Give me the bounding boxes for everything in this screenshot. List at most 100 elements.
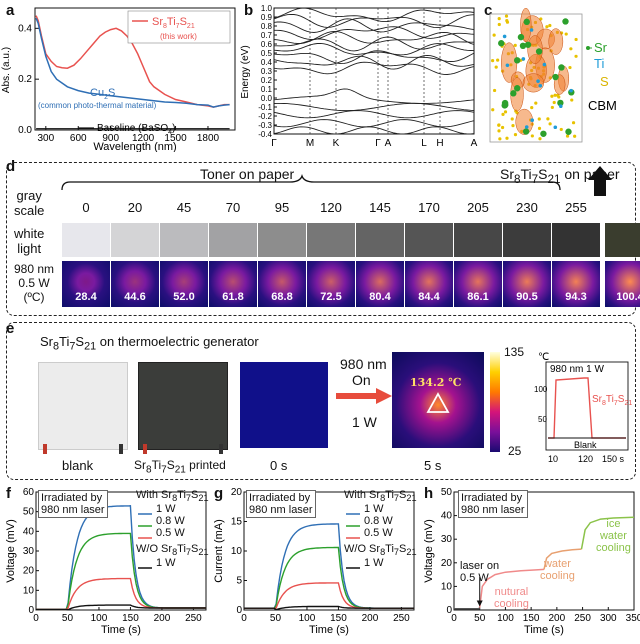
- panel-f-ytick: 0: [28, 605, 34, 616]
- panel-label-c: c: [484, 2, 493, 19]
- band-line: [273, 54, 475, 70]
- white-light-tile: [111, 223, 159, 257]
- a-xtick: 300: [37, 133, 54, 144]
- a-ytick: 0.0: [18, 125, 32, 136]
- panel-g-xtick: 150: [330, 613, 347, 624]
- panel-h-xtick: 300: [600, 613, 617, 624]
- legend-sr-label: Sr8Ti7S21: [152, 16, 195, 30]
- sr-white-light-tile: [605, 223, 640, 257]
- panel-h-water: water cooling: [540, 558, 575, 582]
- b-ytick: 0.1: [261, 85, 273, 94]
- ir-tile: 61.8: [209, 261, 257, 307]
- panel-g-legend-05w: 0.5 W: [364, 527, 393, 539]
- a-xtick: 1200: [132, 133, 155, 144]
- b-ytick: 0.7: [261, 31, 273, 40]
- panel-label-h: h: [424, 485, 434, 502]
- b-ytick: 0.9: [261, 13, 273, 22]
- panel-h-segment-line: [454, 607, 481, 610]
- white-light-tile: [454, 223, 502, 257]
- band-line: [273, 30, 475, 45]
- panel-h-ylabel: Voltage (mV): [423, 519, 435, 583]
- colorbar-min: 25: [508, 444, 522, 458]
- band-line: [273, 102, 475, 112]
- b-xtick: Γ: [271, 138, 277, 149]
- gray-value-255: 255: [565, 200, 587, 215]
- panel-f-xtick: 0: [33, 613, 39, 624]
- panel-g-legend-wo-1w: 1 W: [364, 557, 384, 569]
- ir-temp-value: 86.1: [467, 291, 489, 303]
- gray-value-20: 20: [127, 200, 143, 215]
- b-ytick: -0.4: [258, 130, 272, 139]
- b-xtick: K: [333, 138, 340, 149]
- band-line: [274, 36, 474, 52]
- panel-f-xtick: 150: [122, 613, 139, 624]
- panel-h-xtick: 200: [549, 613, 566, 624]
- panel-g-ytick: 15: [231, 517, 243, 528]
- band-line: [274, 26, 475, 40]
- b-xtick: H: [436, 138, 443, 149]
- panel-g-ytick: 20: [231, 487, 243, 498]
- ir-temp-value: 61.8: [222, 291, 244, 303]
- inset-xtick-150: 150 s: [602, 454, 625, 464]
- panel-d-sr-label: Sr8Ti7S21 on paper: [500, 166, 620, 186]
- panel-f-series-line: [36, 604, 206, 611]
- panel-h-frame: [453, 491, 635, 611]
- panel-h-nutural: nutural cooling: [494, 586, 529, 610]
- panel-h-xtick: 100: [497, 613, 514, 624]
- panel-f-ylabel: Voltage (mV): [5, 519, 17, 583]
- panel-f-ytick: 10: [23, 585, 35, 596]
- a-xtick: 1800: [197, 133, 220, 144]
- panel-a-xlabel: Wavelength (nm): [93, 141, 176, 152]
- colorbar-max: 135: [504, 345, 525, 359]
- gray-value-70: 70: [225, 200, 241, 215]
- panel-label-g: g: [214, 485, 224, 502]
- panel-label-a: a: [6, 2, 15, 19]
- teg-blank-caption: blank: [62, 458, 94, 473]
- b-ytick: 1.0: [261, 4, 273, 13]
- panel-g-series-line: [244, 605, 414, 611]
- panel-h-ytick: 30: [441, 534, 453, 545]
- legend-s-atom: S: [600, 74, 609, 89]
- panel-h-ytick: 10: [441, 581, 453, 592]
- white-light-tile: [405, 223, 453, 257]
- panel-a-chart: 0.0 0.2 0.4 300 600 900 1200 1500 1800 Sr8Ti7S2…: [1, 7, 236, 152]
- panel-a-ylabel: Abs. (a.u.): [1, 47, 12, 93]
- legend-sr-note: (this work): [160, 32, 197, 41]
- colorbar: [490, 352, 500, 452]
- band-line: [273, 50, 475, 65]
- panel-e-box: [6, 322, 636, 480]
- ir-temp-value: 72.5: [320, 291, 342, 303]
- panel-h-segment-line: [478, 568, 545, 608]
- panel-f-ytick: 40: [23, 526, 35, 537]
- cu2s-note: (common photo-thermal material): [38, 101, 157, 110]
- ir-time-0s: 0 s: [270, 458, 288, 473]
- panel-f-legend-1w: 1 W: [156, 503, 176, 515]
- ir-tile: 94.3: [552, 261, 600, 307]
- b-ytick: 0.0: [261, 94, 273, 103]
- inset-ytick-100: 100: [534, 385, 548, 394]
- teg-printed-caption: Sr8Ti7S21 printed: [134, 458, 226, 476]
- panel-h-xtick: 0: [451, 613, 457, 624]
- panel-label-f: f: [6, 485, 11, 502]
- inset-blank-label: Blank: [574, 440, 597, 450]
- b-ytick: 0.4: [261, 58, 273, 67]
- panel-h-segment-line: [580, 516, 635, 550]
- gray-value-120: 120: [320, 200, 342, 215]
- panel-h-xtick: 150: [523, 613, 540, 624]
- panel-h-xlabel: Time (s): [524, 624, 564, 636]
- legend-ti-atom: Ti: [594, 56, 604, 71]
- white-light-label: white light: [14, 226, 45, 256]
- a-ytick: 0.4: [18, 23, 32, 34]
- panel-f-irradiated: Irradiated by 980 nm laser: [38, 490, 108, 518]
- inset-xtick-10: 10: [548, 454, 558, 464]
- gray-value-145: 145: [369, 200, 391, 215]
- inset-sr-line: [548, 377, 626, 439]
- panel-h-ice: ice water cooling: [596, 518, 631, 554]
- panel-g-wo-label: W/O Sr8Ti7S21: [344, 543, 417, 558]
- arrow-label-power: 1 W: [352, 414, 377, 430]
- teg-blank-photo: [38, 362, 128, 454]
- white-light-tile: [552, 223, 600, 257]
- white-light-tile: [62, 223, 110, 257]
- panel-g-legend-1w: 1 W: [364, 503, 384, 515]
